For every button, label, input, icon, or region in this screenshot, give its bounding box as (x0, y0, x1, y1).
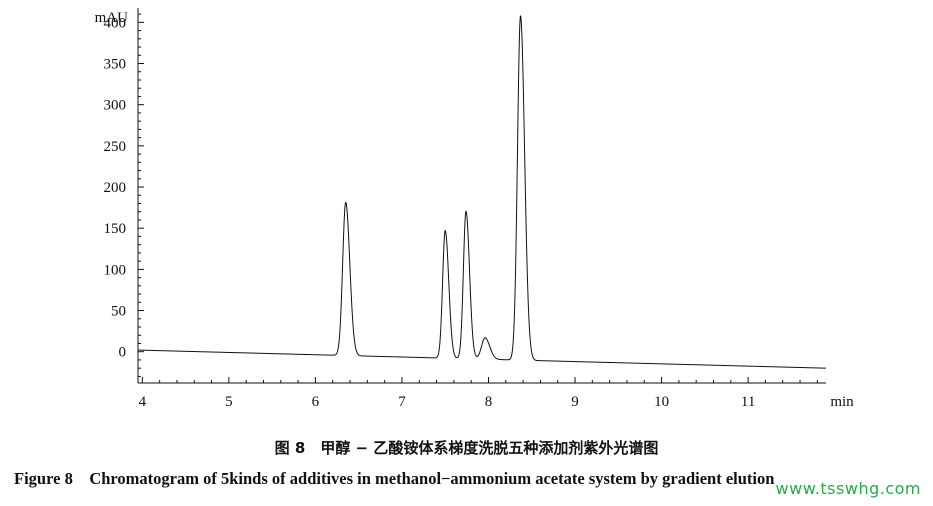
y-axis-unit-label: mAU (95, 10, 129, 26)
y-axis-ticks: 0 50 100 150 200 250 300 350 400 (104, 13, 144, 377)
watermark-text: www.tsswhg.com (775, 479, 921, 498)
chromatogram-trace (137, 15, 827, 369)
y-tick-label: 0 (119, 345, 127, 361)
x-tick-label: 11 (741, 394, 755, 410)
x-tick-label: 4 (139, 394, 147, 410)
x-axis-unit-label: min (830, 394, 854, 410)
y-tick-label: 400 (104, 15, 127, 31)
x-tick-label: 6 (312, 394, 320, 410)
y-tick-label: 200 (104, 180, 127, 196)
y-tick-label: 350 (104, 57, 127, 73)
y-tick-label: 300 (104, 98, 127, 114)
x-axis-ticks: 4 5 6 7 8 9 10 11 (139, 377, 818, 410)
x-tick-label: 7 (398, 394, 406, 410)
x-tick-label: 9 (571, 394, 579, 410)
figure-caption-chinese: 图 8 甲醇 − 乙酸铵体系梯度洗脱五种添加剂紫外光谱图 (274, 439, 659, 457)
x-tick-label: 8 (485, 394, 493, 410)
axes (137, 8, 826, 384)
y-tick-label: 50 (111, 304, 126, 320)
figure-caption-english: Figure 8 Chromatogram of 5kinds of addit… (14, 469, 775, 488)
y-tick-label: 150 (104, 221, 127, 237)
x-tick-label: 5 (225, 394, 233, 410)
x-tick-label: 10 (654, 394, 669, 410)
y-tick-label: 100 (104, 262, 127, 278)
y-tick-label: 250 (104, 139, 127, 155)
